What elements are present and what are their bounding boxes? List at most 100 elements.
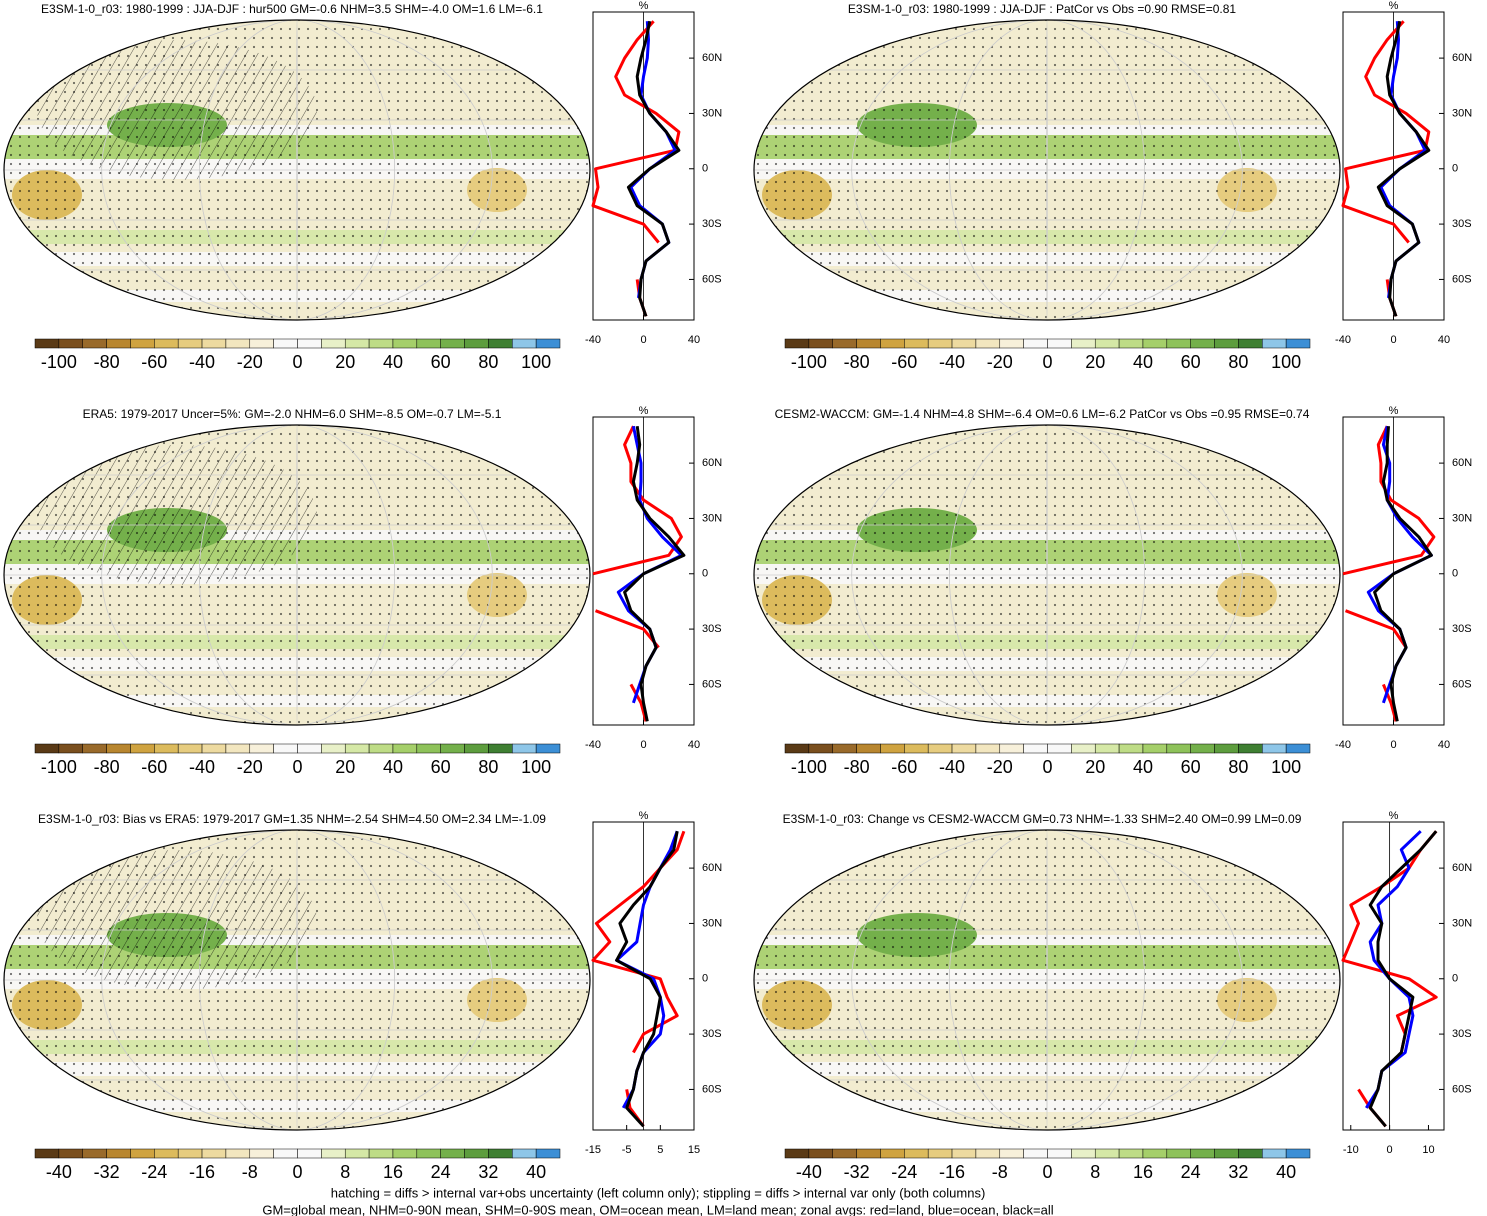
map [754,830,1340,1130]
colorbar-box [535,743,561,754]
y-tick-label: 30N [702,107,722,119]
colorbar-box [273,1148,298,1159]
colorbar-label: 40 [1276,1162,1296,1182]
colorbar-box [368,1148,394,1159]
colorbar-label: -60 [141,757,167,777]
y-tick-label: 0 [1452,973,1458,985]
colorbar-box [1094,338,1120,349]
colorbar-box [535,338,561,349]
x-tick-label: 10 [1422,1144,1434,1156]
colorbar-label: -20 [237,352,263,372]
colorbar-box [321,338,346,349]
y-tick-label: 30S [702,1028,722,1040]
colorbar-box [927,338,953,349]
map [754,425,1340,725]
colorbar-box [154,1148,179,1159]
colorbar-box [1023,1148,1048,1159]
footnote: hatching = diffs > internal var+obs unce… [331,1185,986,1200]
colorbar-box [58,1148,83,1159]
colorbar-box [177,1148,203,1159]
colorbar-label: -20 [987,352,1013,372]
colorbar-label: 40 [1133,757,1153,777]
colorbar-box [904,338,929,349]
colorbar-box [1238,338,1263,349]
colorbar-label: 0 [292,352,302,372]
profile-unit: % [1389,0,1399,12]
colorbar-label: -24 [141,1162,167,1182]
colorbar-label: -16 [189,1162,215,1182]
map [754,20,1340,320]
colorbar-box [488,1148,513,1159]
colorbar-box [1190,1148,1215,1159]
colorbar-box [951,1148,977,1159]
colorbar-box [808,338,833,349]
colorbar-label: -80 [94,352,120,372]
colorbar-box [1166,743,1191,754]
colorbar-label: -40 [189,757,215,777]
colorbar-label: 100 [521,352,551,372]
colorbar-label: 60 [431,757,451,777]
profile-frame [1342,821,1445,1131]
colorbar-box [368,338,394,349]
map-outline [753,19,1341,321]
colorbar-box [832,1148,857,1159]
colorbar-box [1285,743,1311,754]
colorbar-label: -80 [94,757,120,777]
y-tick-label: 60S [1452,678,1472,690]
y-tick-label: 60N [702,457,722,469]
y-tick-label: 30S [702,218,722,230]
colorbar-box [249,1148,274,1159]
panel-title: ERA5: 1979-2017 Uncer=5%: GM=-2.0 NHM=6.… [83,407,502,421]
colorbar-box [225,743,251,754]
colorbar-box [488,338,513,349]
y-tick-label: 60N [702,52,722,64]
profile-unit: % [639,405,649,417]
colorbar-box [880,338,905,349]
colorbar-label: 80 [478,352,498,372]
x-tick-label: -40 [585,334,601,346]
colorbar-box [273,338,298,349]
map-outline [753,424,1341,726]
colorbar-box [1285,1148,1311,1159]
colorbar-label: -32 [94,1162,120,1182]
colorbar-box [130,338,155,349]
y-tick-label: 0 [1452,163,1458,175]
colorbar-label: 40 [526,1162,546,1182]
colorbar-label: -80 [844,352,870,372]
panel-title: E3SM-1-0_r03: 1980-1999 : JJA-DJF : hur5… [41,2,543,16]
colorbar-box [1023,338,1048,349]
colorbar-box [999,338,1024,349]
y-tick-label: 60N [702,862,722,874]
map-hatch [37,445,317,585]
colorbar-box [488,743,513,754]
y-tick-label: 60N [1452,52,1472,64]
colorbar-label: 8 [1090,1162,1100,1182]
colorbar-box [82,338,107,349]
colorbar-label: -100 [41,352,77,372]
colorbar-label: -40 [796,1162,822,1182]
colorbar-label: 0 [1042,352,1052,372]
colorbar-box [297,338,322,349]
colorbar-box [225,1148,251,1159]
x-tick-label: -40 [1335,334,1351,346]
colorbar-box [440,1148,465,1159]
colorbar-label: 60 [1181,352,1201,372]
colorbar-box [416,1148,441,1159]
colorbar-box [808,1148,833,1159]
profile-line [591,830,686,1128]
colorbar-box [1118,1148,1144,1159]
colorbar-box [297,743,322,754]
x-tick-label: 40 [688,739,700,751]
colorbar-box [344,743,370,754]
colorbar-box [904,743,929,754]
profile-line [591,20,681,317]
x-tick-label: 0 [1390,739,1396,751]
colorbar-box [1190,338,1215,349]
colorbar-box [321,1148,346,1159]
colorbar-label: -80 [844,757,870,777]
x-tick-label: 40 [688,334,700,346]
colorbar-box [464,743,489,754]
x-tick-label: 15 [688,1144,700,1156]
colorbar-box [392,1148,418,1159]
colorbar-box [1094,743,1120,754]
